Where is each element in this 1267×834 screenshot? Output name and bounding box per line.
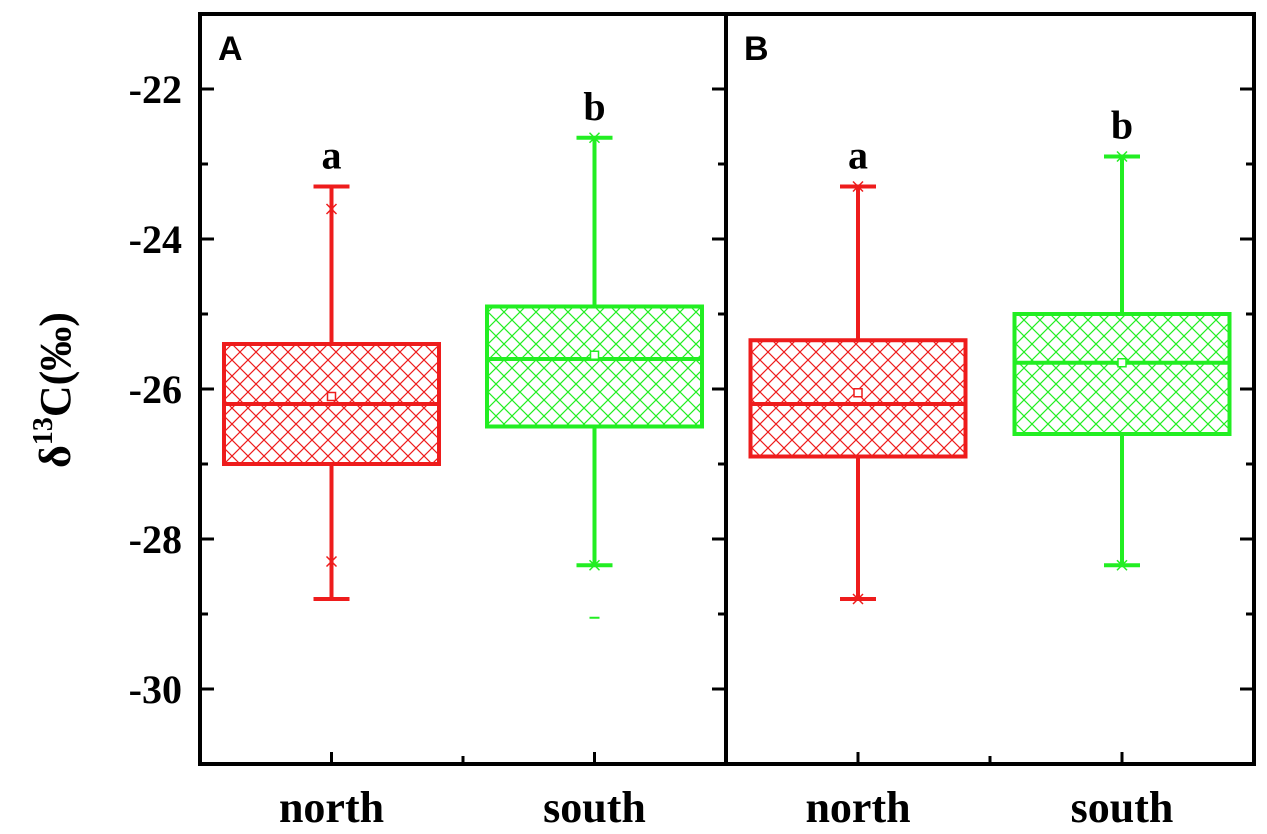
y-tick-label: -24 xyxy=(129,217,182,262)
y-axis-label-prefix: δ xyxy=(31,445,80,468)
y-tick-label: -28 xyxy=(129,517,182,562)
max-marker xyxy=(588,132,601,144)
max-marker xyxy=(852,180,864,193)
y-tick-label: -30 xyxy=(129,667,182,712)
x-category-label: south xyxy=(543,783,646,832)
panel-label: A xyxy=(218,30,243,68)
y-tick-label: -26 xyxy=(129,367,182,412)
iqr-box xyxy=(748,338,968,459)
y-tick-labels: -30 -28 -26 -24 -22 xyxy=(129,67,182,712)
min-marker xyxy=(1116,559,1128,571)
min-marker xyxy=(588,559,601,571)
mean-marker xyxy=(853,388,863,398)
x-category-label: south xyxy=(1071,783,1174,832)
min-marker xyxy=(325,555,338,568)
panels: Aa north b south Ba north b south xyxy=(198,12,1256,832)
y-axis-label-superscript: 13 xyxy=(28,417,59,445)
panel-b: Ba north b south xyxy=(724,12,1256,832)
mean-marker xyxy=(589,350,600,360)
box-north: a xyxy=(748,133,968,605)
y-tick-label: -22 xyxy=(129,67,182,112)
mean-marker xyxy=(1117,358,1127,368)
y-axis-label: δ13C(‰) xyxy=(28,312,80,468)
panel-label: B xyxy=(744,30,769,68)
significance-letter: a xyxy=(322,133,342,178)
x-category-label: north xyxy=(805,783,910,832)
significance-letter: a xyxy=(848,133,868,178)
panel-a: Aa north b south xyxy=(198,12,728,832)
min-marker xyxy=(852,593,864,605)
box-south: b xyxy=(1012,103,1232,571)
iqr-box xyxy=(485,304,704,429)
significance-letter: b xyxy=(583,84,605,129)
y-axis-label-main: C(‰) xyxy=(31,312,80,417)
x-category-label: north xyxy=(279,783,384,832)
box-south: b xyxy=(485,84,704,619)
box-north: a xyxy=(222,133,441,601)
mean-marker xyxy=(326,391,337,402)
max-marker xyxy=(1116,150,1128,163)
significance-letter: b xyxy=(1111,103,1133,148)
max-marker xyxy=(325,203,338,215)
iqr-box xyxy=(1012,312,1232,436)
